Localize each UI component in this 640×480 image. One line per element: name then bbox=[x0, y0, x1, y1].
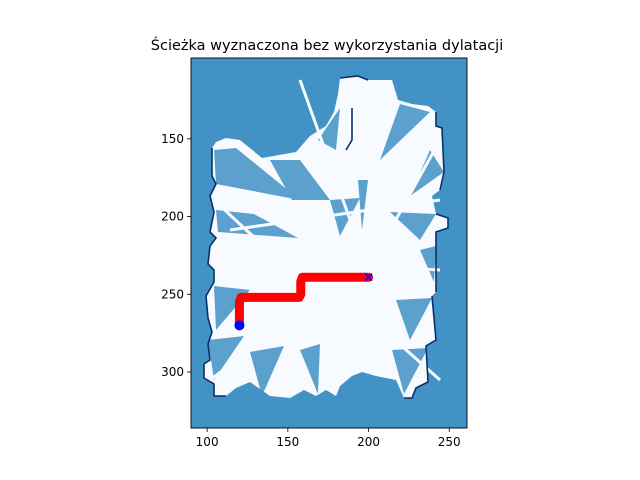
occupancy-map bbox=[191, 58, 467, 428]
chart-title: Ścieżka wyznaczona bez wykorzystania dyl… bbox=[151, 36, 503, 54]
planned-path bbox=[234, 272, 374, 330]
x-tick-label: 200 bbox=[357, 435, 380, 449]
x-tick-label: 100 bbox=[196, 435, 219, 449]
start-marker bbox=[234, 320, 245, 331]
axes-frame bbox=[190, 57, 468, 429]
goal-marker bbox=[364, 273, 373, 282]
x-tick-label: 250 bbox=[438, 435, 461, 449]
x-axis: 100 150 200 250 bbox=[196, 428, 461, 449]
wall-outlines bbox=[203, 75, 449, 399]
y-tick-label: 300 bbox=[161, 365, 184, 379]
free-space-area bbox=[204, 76, 448, 398]
y-tick-label: 200 bbox=[161, 210, 184, 224]
y-tick-label: 150 bbox=[161, 132, 184, 146]
path-overlay bbox=[234, 272, 374, 331]
x-tick-label: 150 bbox=[276, 435, 299, 449]
unexplored-wedges bbox=[208, 104, 444, 396]
y-axis: 150 200 250 300 bbox=[161, 132, 191, 379]
y-tick-label: 250 bbox=[161, 287, 184, 301]
free-space-rays bbox=[209, 79, 442, 382]
